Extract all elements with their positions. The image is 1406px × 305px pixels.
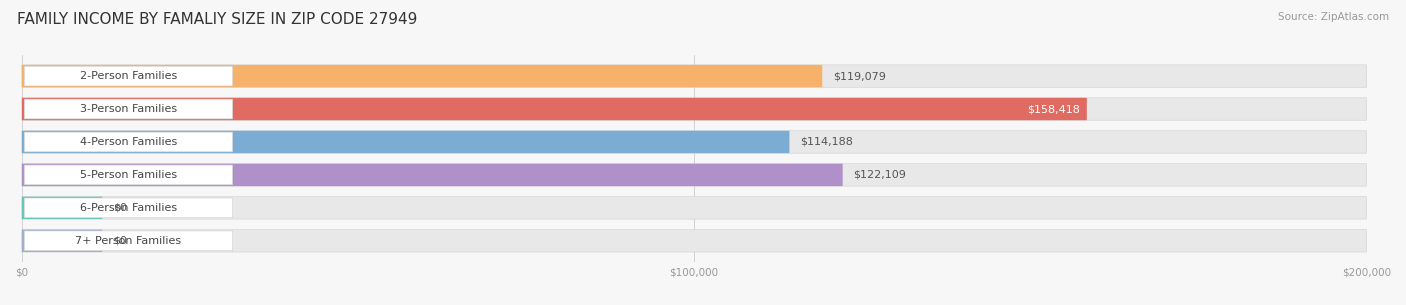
FancyBboxPatch shape <box>24 231 233 251</box>
FancyBboxPatch shape <box>21 197 1367 219</box>
FancyBboxPatch shape <box>21 98 1367 120</box>
FancyBboxPatch shape <box>21 230 1367 252</box>
FancyBboxPatch shape <box>21 65 823 87</box>
Text: $158,418: $158,418 <box>1028 104 1080 114</box>
FancyBboxPatch shape <box>21 131 789 153</box>
FancyBboxPatch shape <box>24 132 233 152</box>
FancyBboxPatch shape <box>21 164 1367 186</box>
FancyBboxPatch shape <box>21 230 103 252</box>
Text: $0: $0 <box>112 236 127 246</box>
Text: $119,079: $119,079 <box>832 71 886 81</box>
FancyBboxPatch shape <box>21 98 1087 120</box>
Text: $122,109: $122,109 <box>853 170 907 180</box>
FancyBboxPatch shape <box>24 66 233 86</box>
FancyBboxPatch shape <box>21 164 842 186</box>
FancyBboxPatch shape <box>21 65 1367 87</box>
Text: 5-Person Families: 5-Person Families <box>80 170 177 180</box>
FancyBboxPatch shape <box>24 99 233 119</box>
Text: 6-Person Families: 6-Person Families <box>80 203 177 213</box>
Text: FAMILY INCOME BY FAMALIY SIZE IN ZIP CODE 27949: FAMILY INCOME BY FAMALIY SIZE IN ZIP COD… <box>17 12 418 27</box>
Text: 7+ Person Families: 7+ Person Families <box>76 236 181 246</box>
Text: 4-Person Families: 4-Person Families <box>80 137 177 147</box>
Text: 2-Person Families: 2-Person Families <box>80 71 177 81</box>
FancyBboxPatch shape <box>21 197 103 219</box>
Text: $114,188: $114,188 <box>800 137 853 147</box>
Text: $0: $0 <box>112 203 127 213</box>
Text: 3-Person Families: 3-Person Families <box>80 104 177 114</box>
FancyBboxPatch shape <box>21 131 1367 153</box>
Text: Source: ZipAtlas.com: Source: ZipAtlas.com <box>1278 12 1389 22</box>
FancyBboxPatch shape <box>24 165 233 185</box>
FancyBboxPatch shape <box>24 198 233 218</box>
